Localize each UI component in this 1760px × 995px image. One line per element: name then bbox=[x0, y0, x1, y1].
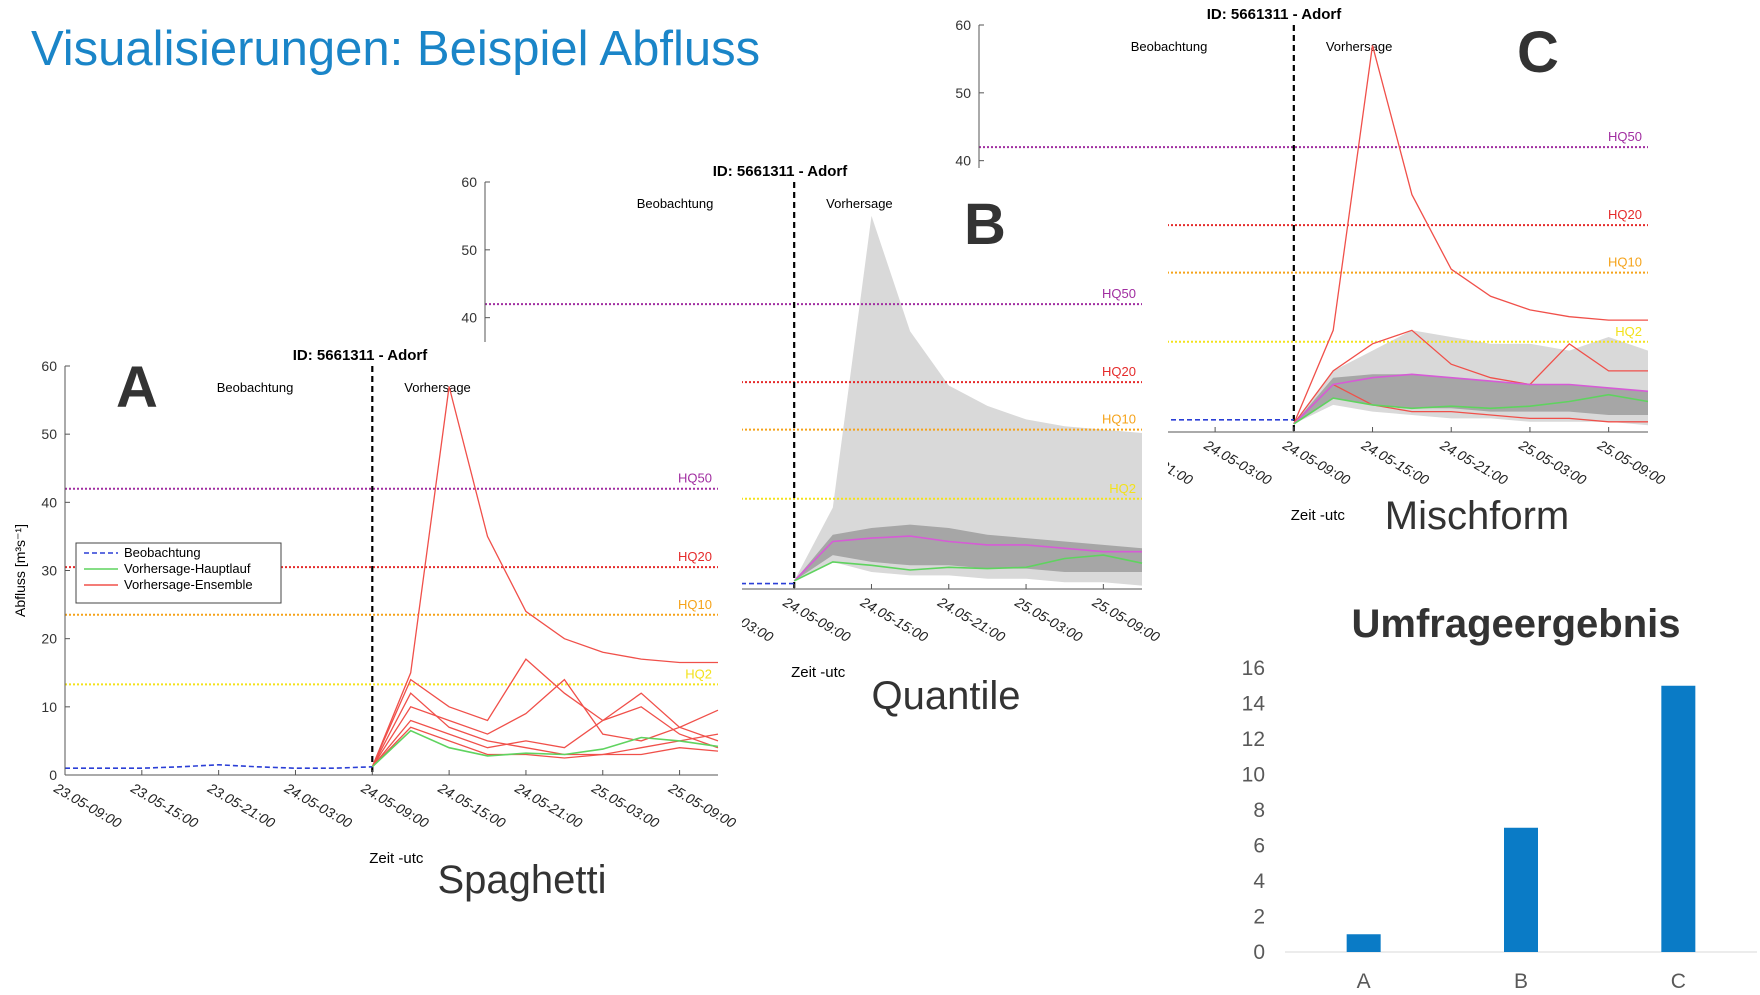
y-tick-label: 50 bbox=[955, 85, 971, 101]
panel-caption: Spaghetti bbox=[437, 858, 606, 902]
threshold-label: HQ10 bbox=[1608, 255, 1642, 270]
threshold-label: HQ2 bbox=[1615, 324, 1642, 339]
y-tick-label: 14 bbox=[1242, 693, 1266, 716]
y-tick-label: 10 bbox=[1242, 764, 1265, 787]
ensemble-line bbox=[371, 678, 719, 768]
chart-title: ID: 5661311 - Adorf bbox=[293, 347, 428, 364]
threshold-label: HQ2 bbox=[1109, 481, 1136, 496]
y-tick-label: 16 bbox=[1242, 657, 1265, 680]
phase-label: Beobachtung bbox=[637, 196, 714, 211]
bar bbox=[1504, 827, 1538, 952]
series-line bbox=[371, 729, 719, 768]
series-line bbox=[1293, 373, 1649, 425]
x-tick-label: A bbox=[1357, 970, 1371, 990]
legend-label: Beobachtung bbox=[124, 545, 201, 560]
y-tick-label: 10 bbox=[41, 699, 57, 715]
y-tick-label: 20 bbox=[41, 631, 57, 647]
x-axis-label: Zeit -utc bbox=[369, 850, 424, 867]
phase-label: Vorhersage bbox=[404, 380, 471, 395]
y-tick-label: 8 bbox=[1253, 799, 1265, 822]
legend-label: Vorhersage-Hauptlauf bbox=[124, 561, 251, 576]
series-line bbox=[65, 763, 373, 769]
threshold-label: HQ50 bbox=[1608, 129, 1642, 144]
ensemble-line bbox=[1293, 383, 1648, 425]
phase-label: Vorhersage bbox=[826, 196, 893, 211]
x-tick-label: C bbox=[1671, 970, 1686, 990]
phase-label: Beobachtung bbox=[1131, 39, 1208, 54]
quantile-band bbox=[1293, 374, 1648, 424]
y-tick-label: 2 bbox=[1253, 906, 1265, 929]
slide-title: Visualisierungen: Beispiel Abfluss bbox=[31, 22, 760, 76]
ensemble-line bbox=[1293, 45, 1648, 425]
ensemble-line bbox=[371, 386, 718, 768]
y-tick-label: 40 bbox=[955, 153, 971, 169]
chart-title: Umfrageergebnis bbox=[1352, 602, 1681, 646]
chart-title: ID: 5661311 - Adorf bbox=[713, 163, 848, 180]
x-axis-label: Zeit -utc bbox=[791, 664, 846, 681]
y-tick-label: 60 bbox=[955, 17, 971, 33]
threshold-label: HQ10 bbox=[1102, 412, 1136, 427]
x-tick-label: B bbox=[1514, 970, 1528, 990]
y-tick-label: 30 bbox=[41, 563, 57, 579]
y-tick-label: 40 bbox=[41, 494, 57, 510]
y-tick-label: 40 bbox=[461, 310, 477, 326]
series-line bbox=[793, 554, 1143, 582]
y-tick-label: 12 bbox=[1242, 728, 1265, 751]
panel-letter: B bbox=[964, 192, 1006, 257]
y-tick-label: 60 bbox=[41, 358, 57, 374]
threshold-label: HQ50 bbox=[678, 471, 712, 486]
threshold-label: HQ10 bbox=[678, 597, 712, 612]
y-tick-label: 0 bbox=[49, 767, 57, 783]
series-line bbox=[1293, 393, 1649, 425]
y-tick-label: 50 bbox=[461, 242, 477, 258]
ensemble-line bbox=[371, 726, 719, 768]
series-line bbox=[793, 535, 1142, 582]
panel-caption: Mischform bbox=[1385, 494, 1569, 538]
panel-letter: C bbox=[1517, 20, 1559, 85]
ensemble-line bbox=[371, 706, 719, 768]
quantile-band bbox=[794, 215, 1142, 586]
y-tick-label: 6 bbox=[1253, 835, 1265, 858]
y-axis-label: Abfluss [m³s⁻¹] bbox=[12, 524, 28, 617]
y-tick-label: 4 bbox=[1253, 870, 1265, 893]
phase-label: Vorhersage bbox=[1326, 39, 1393, 54]
y-tick-label: 60 bbox=[461, 174, 477, 190]
phase-label: Beobachtung bbox=[217, 380, 294, 395]
threshold-label: HQ20 bbox=[1608, 207, 1642, 222]
x-axis-label: Zeit -utc bbox=[1291, 507, 1346, 524]
y-tick-label: 0 bbox=[1253, 941, 1265, 964]
chart-title: ID: 5661311 - Adorf bbox=[1207, 6, 1342, 23]
quantile-band bbox=[794, 524, 1142, 581]
legend-label: Vorhersage-Ensemble bbox=[124, 577, 253, 592]
y-tick-label: 50 bbox=[41, 426, 57, 442]
panel-background bbox=[0, 342, 742, 905]
threshold-label: HQ50 bbox=[1102, 286, 1136, 301]
bar bbox=[1661, 685, 1696, 952]
ensemble-line bbox=[371, 658, 719, 768]
threshold-label: HQ2 bbox=[685, 666, 712, 681]
ensemble-line bbox=[1293, 329, 1648, 425]
threshold-label: HQ20 bbox=[678, 549, 712, 564]
panel-caption: Quantile bbox=[872, 674, 1021, 718]
threshold-label: HQ20 bbox=[1102, 364, 1136, 379]
panel-letter: A bbox=[116, 355, 158, 420]
bar bbox=[1346, 934, 1381, 952]
ensemble-line bbox=[371, 692, 719, 768]
